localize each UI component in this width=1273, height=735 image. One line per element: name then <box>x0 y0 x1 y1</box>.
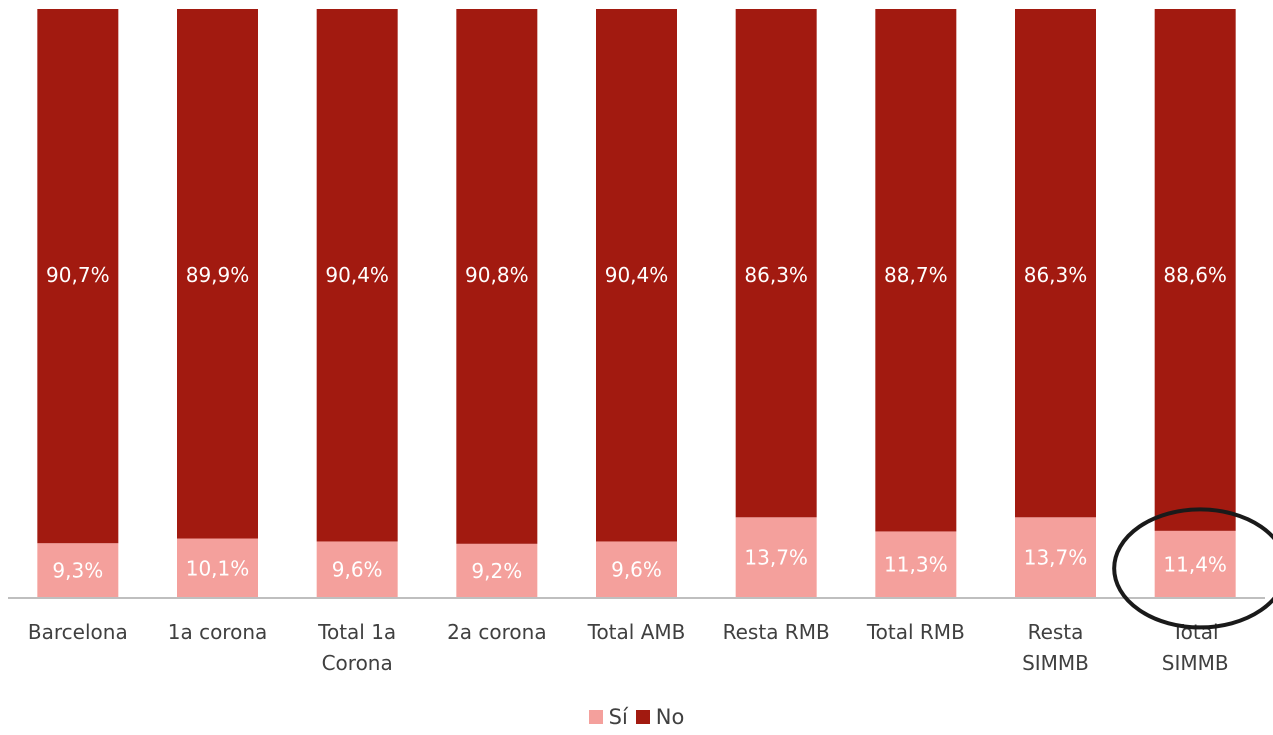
value-label: 13,7% <box>744 546 808 570</box>
bar-segment-si <box>37 543 119 598</box>
legend-item-si: Sí <box>588 705 628 729</box>
category-label: Corona <box>322 651 393 675</box>
category-label: Total AMB <box>587 620 686 644</box>
value-label: 90,4% <box>605 263 669 287</box>
stacked-bar-chart: 9,3% 90,7% 10,1% 89,9% 9,6% 90,4% 9,2% 90,8% 9,6… <box>8 9 1273 675</box>
bar-segment-no <box>177 9 258 539</box>
highlight-ellipse <box>1112 507 1273 630</box>
bar-segment-si <box>735 517 817 598</box>
category-label: Resta <box>1028 620 1084 644</box>
value-label: 89,9% <box>186 263 250 287</box>
value-label: 88,7% <box>884 263 948 287</box>
bar-segment-no <box>456 9 538 544</box>
highlight-group <box>1112 507 1273 630</box>
legend-label: Sí <box>608 705 628 729</box>
bar-segment-si <box>1154 530 1236 598</box>
value-label: 90,4% <box>325 263 389 287</box>
bar-segment-si <box>1015 517 1096 598</box>
legend-swatch <box>635 710 650 724</box>
legend-label: No <box>655 705 685 729</box>
legend: Sí No <box>0 705 1273 729</box>
value-label: 9,2% <box>471 559 522 583</box>
bars-group <box>37 9 1236 598</box>
value-label: 88,6% <box>1163 263 1227 287</box>
value-label: 86,3% <box>744 263 808 287</box>
bar-segment-no <box>875 9 957 532</box>
category-label: Total 1a <box>317 620 396 644</box>
category-label: 1a corona <box>168 620 268 644</box>
legend-swatch <box>588 710 603 724</box>
value-label: 11,4% <box>1163 552 1227 576</box>
bar-segment-no <box>1154 9 1236 531</box>
value-label: 11,3% <box>884 553 948 577</box>
category-label: SIMMB <box>1022 651 1089 675</box>
value-label: 86,3% <box>1024 263 1088 287</box>
bar-segment-si <box>875 531 957 598</box>
value-label: 10,1% <box>186 556 250 580</box>
category-label: Resta RMB <box>723 620 830 644</box>
category-labels-group: Barcelona 1a corona Total 1a Corona 2a coron… <box>28 620 1229 675</box>
bar-segment-no <box>37 9 119 544</box>
category-label: SIMMB <box>1162 651 1229 675</box>
bar-segment-si <box>596 541 677 598</box>
value-label: 9,6% <box>332 558 383 582</box>
bar-segment-no <box>316 9 398 542</box>
legend-item-no: No <box>635 705 685 729</box>
category-label: Barcelona <box>28 620 128 644</box>
value-label: 90,7% <box>46 263 110 287</box>
value-labels-group: 9,3% 90,7% 10,1% 89,9% 9,6% 90,4% 9,2% 90,8% 9,6… <box>46 263 1227 583</box>
value-label: 13,7% <box>1024 546 1088 570</box>
bar-segment-no <box>735 9 817 518</box>
value-label: 9,6% <box>611 558 662 582</box>
bar-segment-no <box>596 9 677 542</box>
bar-segment-si <box>456 543 538 598</box>
bar-segment-no <box>1015 9 1096 518</box>
value-label: 9,3% <box>52 559 103 583</box>
value-label: 90,8% <box>465 263 529 287</box>
bar-segment-si <box>177 538 258 598</box>
bar-segment-si <box>316 541 398 598</box>
category-label: 2a corona <box>447 620 547 644</box>
category-label: Total RMB <box>866 620 965 644</box>
